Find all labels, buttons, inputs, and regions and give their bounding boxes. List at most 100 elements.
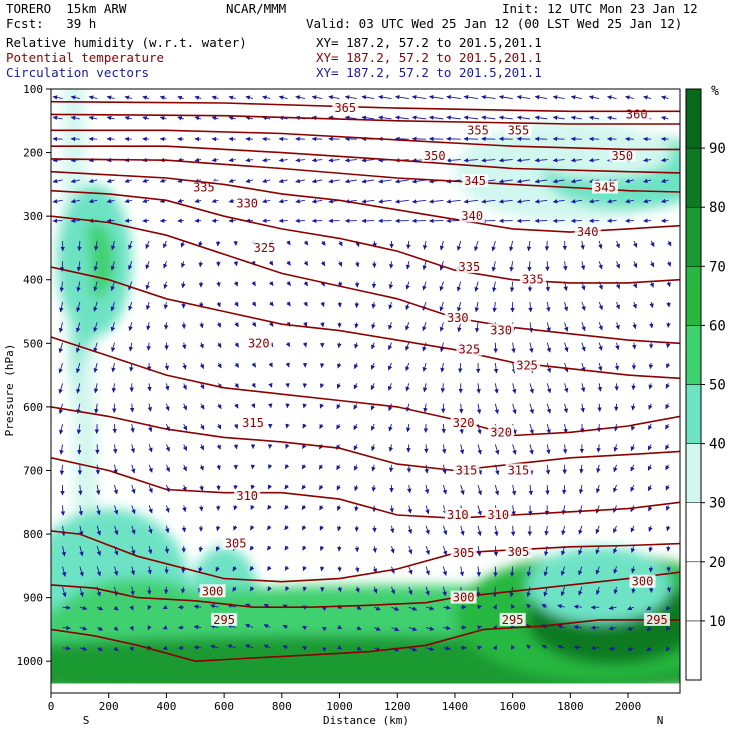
wind-vector [422,383,428,393]
wind-vector [211,116,219,121]
wind-vector [344,178,357,184]
wind-vector [564,322,569,332]
wind-vector [607,115,617,121]
wind-vector [661,157,669,163]
wind-vector [354,505,359,512]
wind-vector [588,199,600,204]
wind-vector [320,322,325,328]
wind-vector [147,604,152,610]
wind-vector [285,586,290,592]
wind-vector [498,179,513,184]
wind-vector [88,178,98,184]
wind-vector [388,261,394,269]
wind-vector [96,606,104,611]
wind-vector [443,646,451,651]
wind-vector [62,625,71,631]
wind-vector [544,525,549,536]
wind-vector [129,403,135,413]
wind-vector [177,116,184,121]
wind-vector [60,505,66,516]
field-xy-rh: XY= 187.2, 57.2 to 201.5,201.1 [316,35,542,50]
wind-vector [113,586,118,597]
theta-label-315: 315 [242,416,264,430]
wind-vector [646,626,652,631]
rh-blob [527,546,672,624]
wind-vector [162,645,168,650]
wind-vector [562,485,567,495]
wind-vector [512,444,517,455]
theta-label-325: 325 [254,241,276,255]
wind-vector [193,604,202,609]
wind-vector [286,301,291,307]
wind-vector [529,403,534,414]
wind-vector [234,322,239,328]
wind-vector [476,605,482,610]
theta-contour-355 [51,129,680,151]
theta-contour-305 [51,530,680,583]
wind-vector [371,301,376,309]
wind-vector [371,464,376,472]
wind-vector [615,261,620,269]
wind-vector [268,362,273,368]
wind-vector [528,301,533,313]
wind-vector [442,586,447,597]
wind-vector [643,178,652,184]
wind-vector [165,444,170,452]
wind-vector [211,198,219,204]
wind-vector [337,261,343,267]
wind-vector [390,586,395,595]
wind-vector [588,115,600,121]
wind-vector [613,464,618,473]
y-tick-label: 700 [23,464,43,477]
wind-vector [110,240,116,251]
wind-vector [338,240,343,247]
wind-vector [665,605,671,611]
wind-vector [463,158,479,163]
theta-label-305: 305 [453,546,475,560]
wind-vector [320,301,325,307]
wind-vector [422,240,428,250]
wind-vector [124,178,132,183]
wind-vector [373,626,381,631]
theta-contour-360 [51,113,680,125]
wind-vector [446,94,461,100]
wind-vector [477,525,482,537]
wind-vector [598,301,603,311]
wind-vector [234,362,240,368]
wind-vector [96,626,104,631]
wind-vector [649,322,654,329]
colorbar-swatch [685,502,702,563]
theta-label-325: 325 [516,359,538,373]
wind-vector [481,115,496,120]
wind-vector [111,383,117,393]
wind-vector [630,525,635,533]
x-end-label-right: N [657,714,664,727]
wind-vector [301,484,307,490]
theta-label-320: 320 [248,336,270,350]
wind-vector [407,525,413,534]
x-tick-label: 1000 [326,700,353,713]
wind-vector [263,644,271,649]
wind-vector [607,95,617,100]
wind-vector [113,646,119,652]
wind-vector [321,240,326,246]
wind-vector [476,383,481,394]
wind-vector [76,383,81,394]
wind-vector [106,198,115,204]
theta-contour-330 [51,215,680,345]
wind-vector [278,157,288,163]
x-tick-label: 1800 [557,700,584,713]
wind-vector [615,240,620,249]
wind-vector [129,646,134,652]
wind-vector [145,301,151,311]
y-tick-label: 300 [23,210,43,223]
wind-vector [302,423,307,429]
wind-vector [476,645,482,651]
wind-vector [389,525,395,534]
wind-vector [516,115,531,120]
wind-vector [570,157,582,163]
wind-vector [545,281,551,292]
wind-vector [301,505,307,511]
wind-vector [630,484,635,492]
